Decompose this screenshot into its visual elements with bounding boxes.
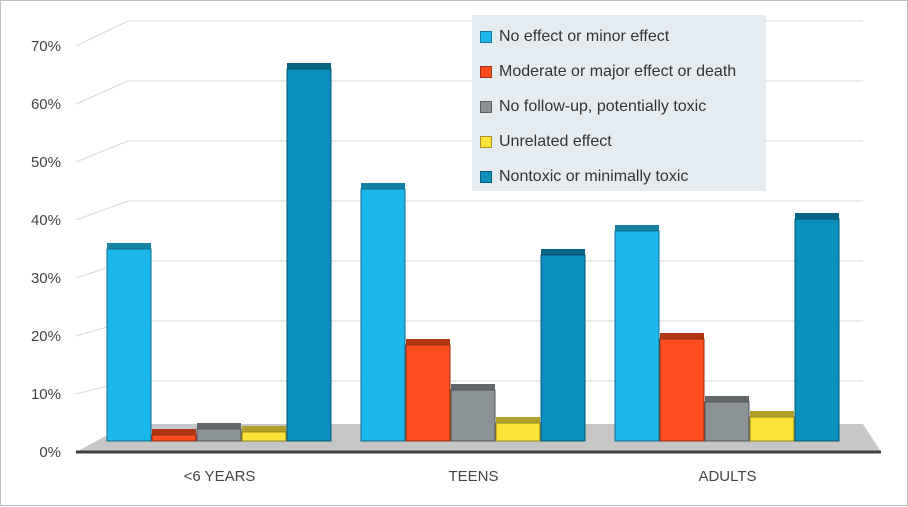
x-tick-label: <6 YEARS bbox=[184, 468, 256, 485]
legend-swatch bbox=[480, 136, 492, 149]
gridline-depth bbox=[75, 140, 129, 163]
bar bbox=[196, 428, 242, 442]
x-tick-label: TEENS bbox=[448, 468, 498, 485]
bar bbox=[286, 68, 332, 442]
bar-top bbox=[660, 333, 704, 339]
y-tick-label: 10% bbox=[31, 386, 61, 403]
legend-swatch bbox=[480, 100, 492, 113]
bar bbox=[360, 188, 406, 442]
legend-item: Unrelated effect bbox=[480, 125, 766, 160]
gridline-depth bbox=[75, 80, 129, 105]
y-tick-label: 0% bbox=[39, 444, 61, 461]
legend-label: No effect or minor effect bbox=[499, 27, 670, 45]
bar-top bbox=[451, 384, 495, 390]
bar-top bbox=[406, 339, 450, 345]
bar bbox=[704, 401, 750, 442]
bar-top bbox=[615, 225, 659, 231]
bar bbox=[450, 389, 496, 442]
y-tick-label: 40% bbox=[31, 212, 61, 229]
legend-swatch bbox=[480, 171, 492, 184]
x-tick-label: ADULTS bbox=[698, 468, 756, 485]
legend-label: Moderate or major effect or death bbox=[499, 62, 737, 80]
bar-top bbox=[496, 417, 540, 423]
legend-item: Moderate or major effect or death bbox=[480, 54, 766, 89]
bar bbox=[405, 344, 451, 442]
gridline-depth bbox=[75, 20, 129, 47]
bar-top bbox=[242, 426, 286, 432]
legend-label: Nontoxic or minimally toxic bbox=[499, 168, 689, 186]
chart-legend: No effect or minor effect Moderate or maj… bbox=[472, 15, 766, 191]
y-tick-label: 70% bbox=[31, 38, 61, 55]
legend-swatch bbox=[480, 65, 492, 78]
legend-label: Unrelated effect bbox=[499, 133, 612, 151]
bar-top bbox=[705, 396, 749, 402]
legend-item: Nontoxic or minimally toxic bbox=[480, 160, 766, 195]
bar bbox=[540, 254, 586, 442]
bar-top bbox=[750, 411, 794, 417]
bar-top bbox=[361, 183, 405, 189]
bar-top bbox=[107, 243, 151, 249]
bar bbox=[495, 422, 541, 442]
bar-top bbox=[287, 63, 331, 69]
bar bbox=[794, 218, 840, 442]
gridline-depth bbox=[75, 200, 129, 221]
y-tick-label: 50% bbox=[31, 154, 61, 171]
legend-item: No effect or minor effect bbox=[480, 19, 766, 54]
bar-top bbox=[197, 423, 241, 429]
legend-item: No follow-up, potentially toxic bbox=[480, 89, 766, 124]
bar-top bbox=[795, 213, 839, 219]
bar bbox=[614, 230, 660, 442]
bar bbox=[241, 431, 287, 442]
bar bbox=[749, 416, 795, 442]
bar bbox=[659, 338, 705, 442]
y-tick-label: 60% bbox=[31, 96, 61, 113]
bar bbox=[151, 434, 197, 442]
y-tick-label: 20% bbox=[31, 328, 61, 345]
y-tick-label: 30% bbox=[31, 270, 61, 287]
bar bbox=[106, 248, 152, 442]
legend-label: No follow-up, potentially toxic bbox=[499, 97, 707, 115]
bar-top bbox=[541, 249, 585, 255]
legend-swatch bbox=[480, 30, 492, 43]
bar-top bbox=[152, 429, 196, 435]
